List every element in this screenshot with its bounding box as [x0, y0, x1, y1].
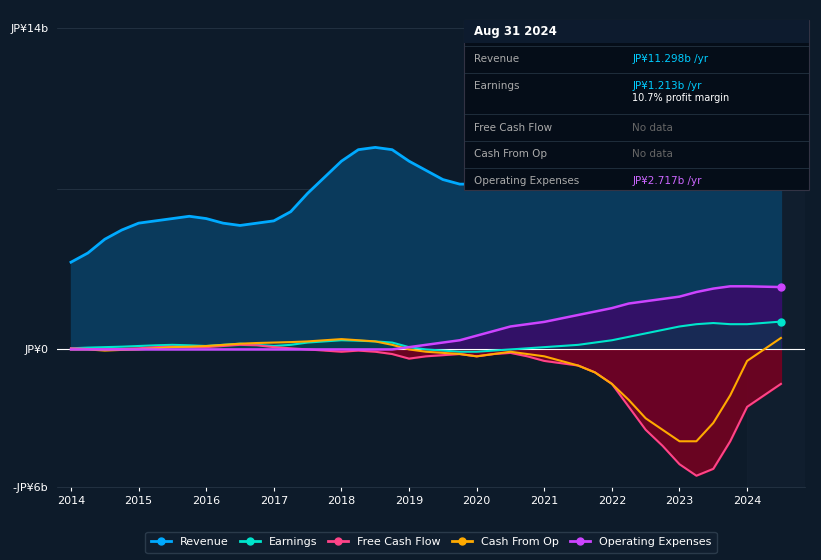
- Text: Revenue: Revenue: [474, 54, 519, 64]
- Text: Cash From Op: Cash From Op: [474, 150, 547, 160]
- Text: No data: No data: [632, 150, 673, 160]
- Bar: [747, 28, 805, 487]
- Text: Aug 31 2024: Aug 31 2024: [474, 25, 557, 38]
- Text: 10.7% profit margin: 10.7% profit margin: [632, 93, 729, 103]
- Text: No data: No data: [632, 123, 673, 133]
- Text: Free Cash Flow: Free Cash Flow: [474, 123, 552, 133]
- Legend: Revenue, Earnings, Free Cash Flow, Cash From Op, Operating Expenses: Revenue, Earnings, Free Cash Flow, Cash …: [145, 531, 717, 553]
- Text: JP¥1.213b /yr: JP¥1.213b /yr: [632, 81, 702, 91]
- Text: Earnings: Earnings: [474, 81, 519, 91]
- Text: JP¥2.717b /yr: JP¥2.717b /yr: [632, 176, 702, 186]
- Text: JP¥11.298b /yr: JP¥11.298b /yr: [632, 54, 709, 64]
- Text: Operating Expenses: Operating Expenses: [474, 176, 579, 186]
